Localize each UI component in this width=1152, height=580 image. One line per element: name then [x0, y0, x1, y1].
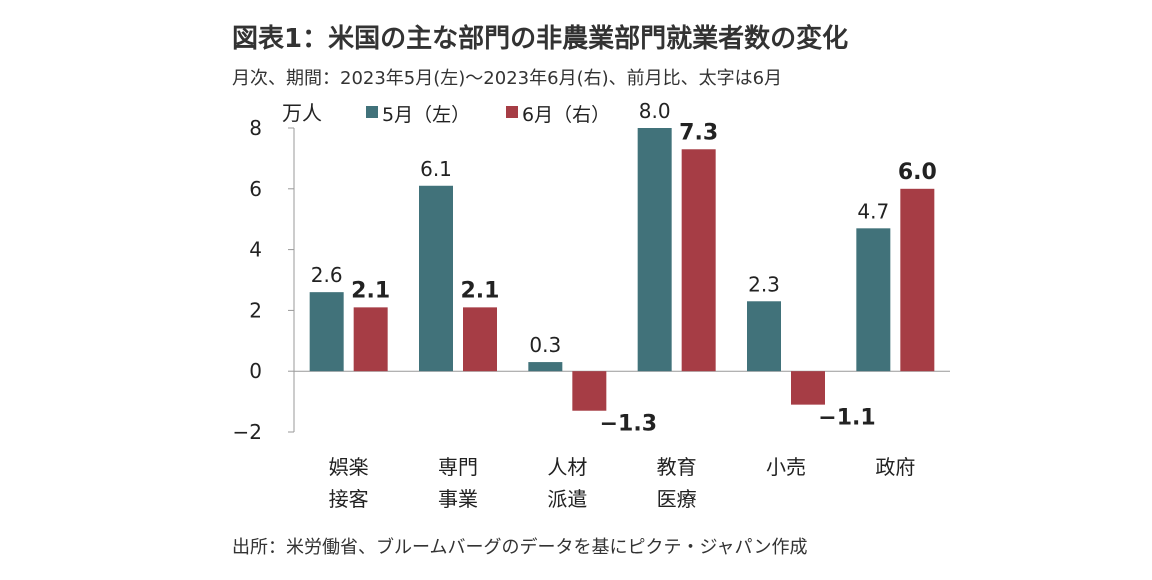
x-category-label: 教育 — [657, 455, 697, 479]
y-unit-label: 万人 — [282, 101, 322, 125]
y-tick-label: −2 — [233, 420, 262, 444]
data-label: 2.1 — [461, 278, 500, 303]
x-category-label: 小売 — [766, 455, 806, 479]
x-category-label: 接客 — [329, 487, 369, 511]
bar-june — [681, 149, 716, 372]
legend-label: 6月（右） — [522, 104, 610, 126]
bar-may — [309, 292, 344, 372]
data-label: 2.6 — [311, 263, 343, 287]
y-tick-label: 6 — [249, 177, 262, 201]
data-label: 6.0 — [898, 160, 937, 185]
bar-june — [791, 371, 825, 405]
data-label: 6.1 — [420, 157, 452, 181]
x-category-label: 娯楽 — [329, 455, 369, 479]
x-category-label: 政府 — [875, 455, 915, 479]
bar-june — [463, 307, 497, 372]
y-tick-label: 4 — [249, 238, 262, 262]
chart-axes: 8 6 4 2 0 −2 万人 — [233, 101, 950, 444]
data-label: 2.1 — [351, 278, 390, 303]
x-category-label: 人材 — [547, 455, 587, 479]
data-label: 4.7 — [857, 199, 889, 223]
data-label: 7.3 — [679, 120, 718, 145]
data-label: 8.0 — [639, 99, 671, 123]
x-category-label: 専門 — [438, 455, 478, 479]
data-label: 0.3 — [529, 333, 561, 357]
bar-june — [353, 307, 388, 372]
bar-may — [747, 301, 781, 372]
data-label: −1.3 — [600, 412, 657, 437]
bar-june — [572, 371, 607, 411]
chart-title: 図表1：米国の主な部門の非農業部門就業者数の変化 — [232, 24, 849, 54]
bar-may — [856, 228, 891, 372]
bar-may — [528, 362, 563, 372]
bar-june — [900, 188, 935, 372]
chart-bars — [309, 128, 935, 411]
chart-source: 出所：米労働省、ブルームバーグのデータを基にピクテ・ジャパン作成 — [232, 537, 808, 558]
legend-label: 5月（左） — [382, 104, 470, 126]
chart-legend: 5月（左） 6月（右） — [366, 104, 610, 126]
bar-may — [637, 128, 672, 372]
y-tick-label: 0 — [249, 359, 262, 383]
x-category-label: 事業 — [438, 487, 478, 511]
x-category-label: 派遣 — [547, 487, 587, 511]
y-tick-label: 2 — [249, 298, 262, 322]
x-category-label: 医療 — [657, 487, 697, 511]
y-tick-label: 8 — [249, 116, 262, 140]
legend-swatch — [506, 106, 518, 118]
chart-data-labels: 2.6 2.1 6.1 2.1 0.3 −1.3 8.0 7.3 2.3 −1.1 4.7 6.0 — [311, 99, 937, 437]
data-label: 2.3 — [748, 272, 780, 296]
bar-may — [419, 185, 453, 372]
data-label: −1.1 — [818, 406, 875, 431]
legend-swatch — [366, 106, 378, 118]
chart-subtitle: 月次、期間：2023年5月(左)～2023年6月(右)、前月比、太字は6月 — [232, 68, 783, 89]
